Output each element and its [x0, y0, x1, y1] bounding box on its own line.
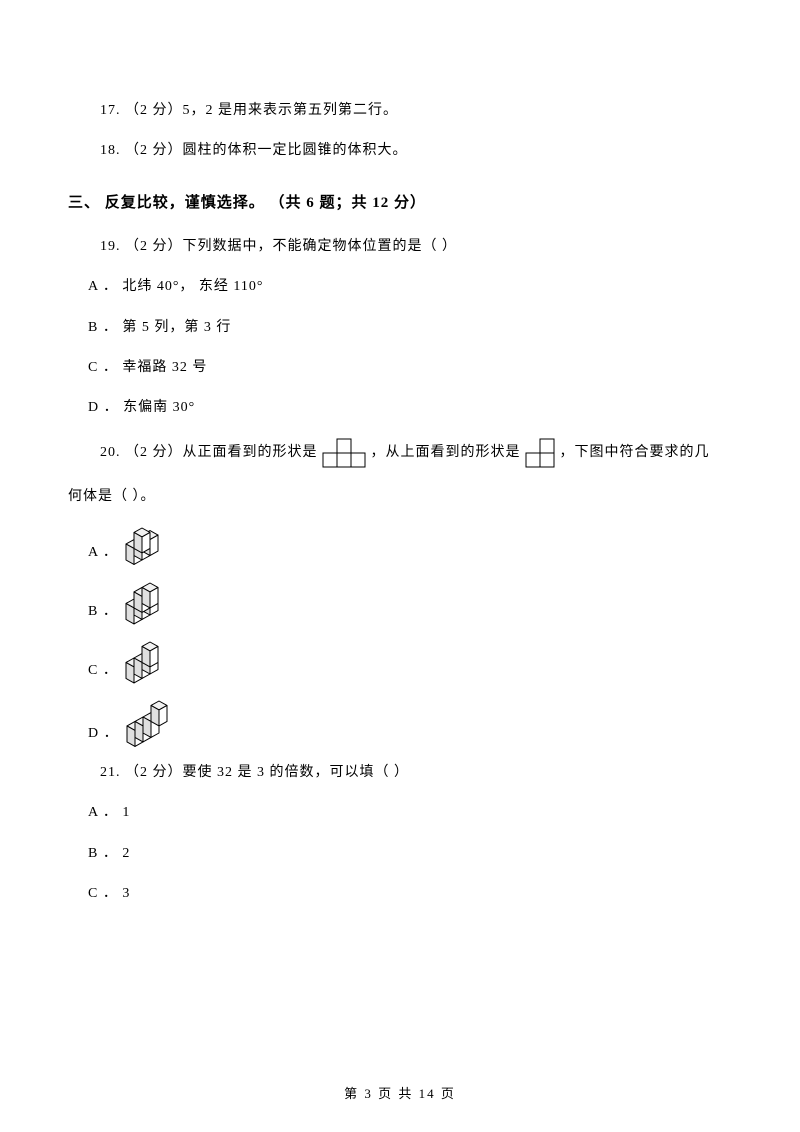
section-3-heading: 三、 反复比较，谨慎选择。 （共 6 题；共 12 分） — [68, 191, 732, 212]
q19-B: B ． 第 5 列，第 3 行 — [68, 317, 732, 339]
q19-num: 19. — [100, 239, 121, 254]
q21-A: A ． 1 — [68, 802, 732, 824]
q18-text: 圆柱的体积一定比圆锥的体积大。 — [183, 143, 408, 158]
front-view-shape — [322, 438, 366, 468]
q19-C: C ． 幸福路 32 号 — [68, 357, 732, 379]
q19-stem: 19. （2 分）下列数据中，不能确定物体位置的是（ ） — [68, 236, 732, 258]
q18-points: （2 分） — [125, 143, 183, 158]
q20-stem-line1: 20. （2 分）从正面看到的形状是 ，从上面看到的形状是 ，下图中符合要求的几 — [68, 438, 732, 468]
q20-stem-line2: 何体是（ ）。 — [68, 486, 732, 508]
q20-C-label: C ． — [88, 659, 118, 685]
q18: 18. （2 分）圆柱的体积一定比圆锥的体积大。 — [68, 140, 732, 162]
q21-B: B ． 2 — [68, 843, 732, 865]
q17-text: 5，2 是用来表示第五列第二行。 — [183, 103, 399, 118]
q21-C: C ． 3 — [68, 883, 732, 905]
q20-A-shape — [124, 526, 160, 566]
q20-C-shape — [124, 640, 160, 685]
q20-B-shape — [124, 581, 160, 626]
page-footer: 第 3 页 共 14 页 — [0, 1083, 800, 1102]
q20-D-label: D ． — [88, 722, 119, 748]
q20-A-label: A ． — [88, 541, 118, 567]
q19-D: D ． 东偏南 30° — [68, 397, 732, 419]
q19-A: A ． 北纬 40°， 东经 110° — [68, 276, 732, 298]
q20-num: 20. — [68, 445, 121, 460]
q19-text: 下列数据中，不能确定物体位置的是（ ） — [183, 239, 458, 254]
q20-B-label: B ． — [88, 600, 118, 626]
q19-points: （2 分） — [125, 239, 183, 254]
q18-num: 18. — [100, 143, 121, 158]
q20-mid: ，从上面看到的形状是 — [371, 445, 521, 460]
q17-num: 17. — [100, 103, 121, 118]
q21-text: 要使 32 是 3 的倍数，可以填（ ） — [183, 765, 410, 780]
q17: 17. （2 分）5，2 是用来表示第五列第二行。 — [68, 100, 732, 122]
q21-num: 21. — [100, 765, 121, 780]
q20-option-D: D ． — [68, 699, 732, 748]
q21-stem: 21. （2 分）要使 32 是 3 的倍数，可以填（ ） — [68, 762, 732, 784]
q20-post: ，下图中符合要求的几 — [560, 445, 710, 460]
q20-pre: 从正面看到的形状是 — [183, 445, 318, 460]
q20-option-C: C ． — [68, 640, 732, 685]
q20-D-shape — [125, 699, 169, 748]
q21-points: （2 分） — [125, 765, 183, 780]
q20-option-B: B ． — [68, 581, 732, 626]
q20-points: （2 分） — [125, 445, 183, 460]
q17-points: （2 分） — [125, 103, 183, 118]
top-view-shape — [525, 438, 555, 468]
q20-option-A: A ． — [68, 526, 732, 566]
